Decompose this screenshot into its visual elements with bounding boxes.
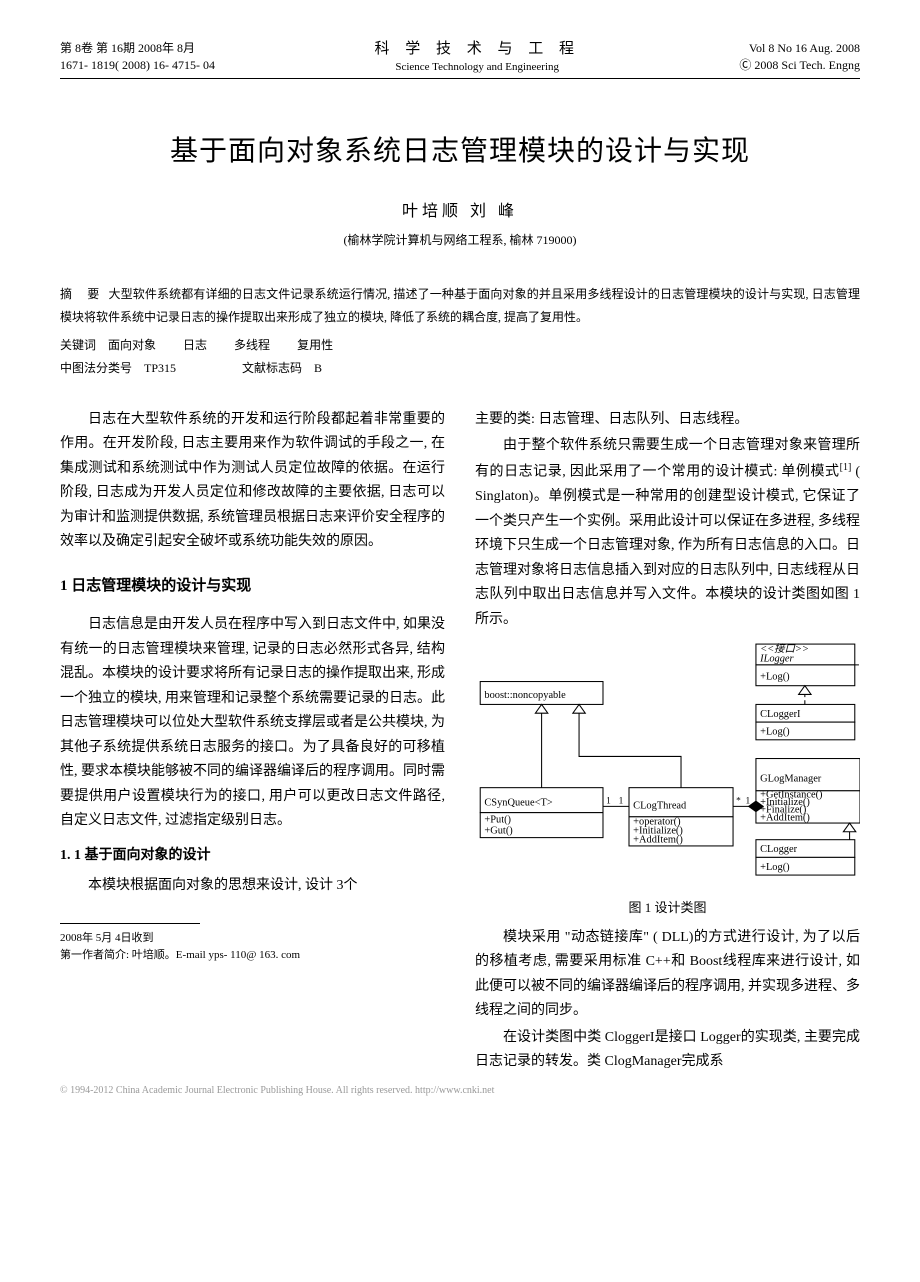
subsection-title: 1. 1 基于面向对象的设计 bbox=[60, 844, 445, 869]
header-left-line1: 第 8卷 第 16期 2008年 8月 bbox=[60, 40, 215, 57]
footnote-separator bbox=[60, 923, 200, 924]
page-header: 第 8卷 第 16期 2008年 8月 1671- 1819( 2008) 16… bbox=[60, 40, 860, 79]
abstract: 摘 要 大型软件系统都有详细的日志文件记录系统运行情况, 描述了一种基于面向对象… bbox=[60, 283, 860, 329]
page-footer: © 1994-2012 China Academic Journal Elect… bbox=[60, 1085, 860, 1096]
header-left: 第 8卷 第 16期 2008年 8月 1671- 1819( 2008) 16… bbox=[60, 40, 215, 74]
classification-line: 中图法分类号 TP315 文献标志码 B bbox=[60, 357, 860, 380]
svg-text:GLogManager: GLogManager bbox=[760, 774, 822, 785]
journal-title-en: Science Technology and Engineering bbox=[374, 60, 580, 74]
header-right-line1: Vol 8 No 16 Aug. 2008 bbox=[739, 40, 860, 57]
svg-text:*: * bbox=[736, 796, 741, 806]
keyword: 面向对象 bbox=[108, 338, 156, 352]
svg-text:1: 1 bbox=[606, 796, 611, 806]
paper-title: 基于面向对象系统日志管理模块的设计与实现 bbox=[60, 129, 860, 169]
section-title: 1 日志管理模块的设计与实现 bbox=[60, 573, 445, 599]
uml-diagram: boost::noncopyable<<接口>>ILogger+Log()CLo… bbox=[475, 642, 860, 881]
citation-ref: [1] bbox=[840, 462, 852, 473]
doccode-label: 文献标志码 bbox=[242, 361, 302, 375]
left-column: 日志在大型软件系统的开发和运行阶段都起着非常重要的作用。在开发阶段, 日志主要用… bbox=[60, 408, 445, 1077]
svg-text:+Log(): +Log() bbox=[760, 672, 790, 683]
keywords-line: 关键词 面向对象 日志 多线程 复用性 bbox=[60, 334, 860, 357]
paragraph: 由于整个软件系统只需要生成一个日志管理对象来管理所有的日志记录, 因此采用了一个… bbox=[475, 434, 860, 632]
svg-text:boost::noncopyable: boost::noncopyable bbox=[484, 690, 566, 701]
paragraph: 主要的类: 日志管理、日志队列、日志线程。 bbox=[475, 408, 860, 433]
clc-value: TP315 bbox=[144, 361, 176, 375]
figure-caption: 图 1 设计类图 bbox=[475, 897, 860, 920]
svg-text:ILogger: ILogger bbox=[759, 654, 794, 665]
svg-text:+Put(): +Put() bbox=[484, 814, 511, 825]
svg-text:CLogger: CLogger bbox=[760, 844, 797, 855]
keywords-label: 关键词 bbox=[60, 338, 96, 352]
abstract-text: 大型软件系统都有详细的日志文件记录系统运行情况, 描述了一种基于面向对象的并且采… bbox=[60, 287, 860, 324]
authors: 叶培顺 刘 峰 bbox=[60, 197, 860, 221]
header-right: Vol 8 No 16 Aug. 2008 Ⓒ 2008 Sci Tech. E… bbox=[739, 40, 860, 74]
svg-text:CSynQueue<T>: CSynQueue<T> bbox=[484, 797, 552, 808]
header-left-line2: 1671- 1819( 2008) 16- 4715- 04 bbox=[60, 57, 215, 74]
body-columns: 日志在大型软件系统的开发和运行阶段都起着非常重要的作用。在开发阶段, 日志主要用… bbox=[60, 408, 860, 1077]
svg-text:+AddItem(): +AddItem() bbox=[760, 812, 810, 823]
keyword: 日志 bbox=[183, 338, 207, 352]
abstract-label: 摘 要 bbox=[60, 287, 105, 301]
paragraph: 本模块根据面向对象的思想来设计, 设计 3个 bbox=[60, 874, 445, 899]
svg-text:CLogThread: CLogThread bbox=[633, 800, 687, 811]
paragraph: 日志信息是由开发人员在程序中写入到日志文件中, 如果没有统一的日志管理模块来管理… bbox=[60, 613, 445, 834]
para-text: 由于整个软件系统只需要生成一个日志管理对象来管理所有的日志记录, 因此采用了一个… bbox=[475, 438, 860, 479]
clc-label: 中图法分类号 bbox=[60, 361, 132, 375]
footnote: 2008年 5月 4日收到 bbox=[60, 930, 445, 948]
svg-text:+Log(): +Log() bbox=[760, 727, 790, 738]
svg-text:CLoggerI: CLoggerI bbox=[760, 709, 801, 720]
para-text: ( Singlaton)。单例模式是一种常用的创建型设计模式, 它保证了一个类只… bbox=[475, 465, 860, 627]
footnote: 第一作者简介: 叶培顺。E-mail yps- 110@ 163. com bbox=[60, 947, 445, 965]
right-column: 主要的类: 日志管理、日志队列、日志线程。 由于整个软件系统只需要生成一个日志管… bbox=[475, 408, 860, 1077]
affiliation: (榆林学院计算机与网络工程系, 榆林 719000) bbox=[60, 231, 860, 248]
paragraph: 在设计类图中类 CloggerI是接口 Logger的实现类, 主要完成日志记录… bbox=[475, 1026, 860, 1075]
header-center: 科 学 技 术 与 工 程 Science Technology and Eng… bbox=[374, 40, 580, 74]
svg-text:+AddItem(): +AddItem() bbox=[633, 835, 683, 846]
keyword: 复用性 bbox=[297, 338, 333, 352]
paragraph: 日志在大型软件系统的开发和运行阶段都起着非常重要的作用。在开发阶段, 日志主要用… bbox=[60, 408, 445, 555]
svg-text:1: 1 bbox=[746, 796, 751, 806]
doccode-value: B bbox=[314, 361, 322, 375]
svg-text:+Log(): +Log() bbox=[760, 862, 790, 873]
figure-1: boost::noncopyable<<接口>>ILogger+Log()CLo… bbox=[475, 642, 860, 920]
keyword: 多线程 bbox=[234, 338, 270, 352]
svg-text:+Gut(): +Gut() bbox=[484, 826, 512, 837]
journal-title-zh: 科 学 技 术 与 工 程 bbox=[374, 40, 580, 60]
svg-text:1: 1 bbox=[619, 796, 624, 806]
header-right-line2: Ⓒ 2008 Sci Tech. Engng bbox=[739, 57, 860, 74]
paragraph: 模块采用 "动态链接库" ( DLL)的方式进行设计, 为了以后的移植考虑, 需… bbox=[475, 926, 860, 1024]
